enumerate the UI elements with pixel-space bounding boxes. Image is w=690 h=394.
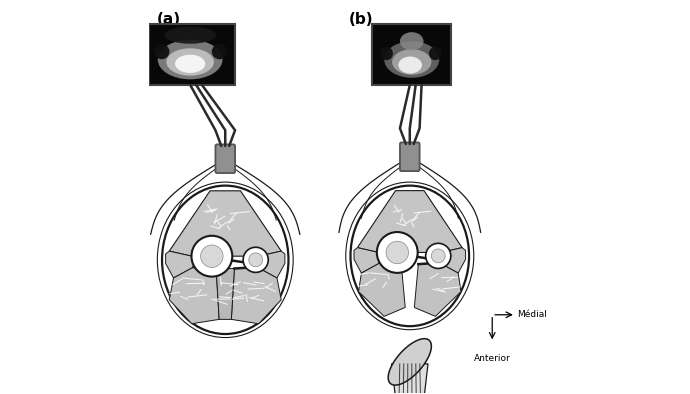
Polygon shape [231,267,282,324]
Ellipse shape [351,186,469,326]
Text: (b): (b) [349,13,373,28]
Ellipse shape [166,48,214,76]
Ellipse shape [201,245,223,268]
Text: Médial: Médial [517,310,547,319]
Ellipse shape [154,44,170,59]
Ellipse shape [162,186,288,334]
Ellipse shape [377,232,417,273]
Ellipse shape [429,47,442,60]
Ellipse shape [392,49,431,75]
Ellipse shape [175,55,205,73]
Polygon shape [169,267,219,324]
Ellipse shape [158,40,223,79]
FancyBboxPatch shape [148,24,235,85]
FancyBboxPatch shape [373,24,451,85]
Ellipse shape [157,182,293,338]
Ellipse shape [212,44,227,59]
Ellipse shape [426,243,451,268]
Polygon shape [257,251,285,278]
Polygon shape [388,338,431,385]
Ellipse shape [398,56,422,74]
Polygon shape [359,263,405,316]
Text: Anterior: Anterior [474,354,511,363]
Polygon shape [166,251,194,278]
Polygon shape [169,191,282,256]
Ellipse shape [400,32,424,50]
Polygon shape [216,269,235,320]
Polygon shape [357,191,462,253]
Polygon shape [440,248,466,273]
Ellipse shape [431,249,445,263]
Ellipse shape [191,236,233,277]
Polygon shape [391,364,428,394]
Ellipse shape [380,47,393,60]
Ellipse shape [243,247,268,272]
Polygon shape [414,263,461,316]
Ellipse shape [384,41,440,78]
Text: (a): (a) [157,13,181,28]
Ellipse shape [164,27,216,44]
Polygon shape [354,248,380,273]
Ellipse shape [249,253,263,267]
FancyBboxPatch shape [400,142,420,171]
FancyBboxPatch shape [215,144,235,173]
Ellipse shape [386,241,408,264]
Ellipse shape [346,182,474,330]
